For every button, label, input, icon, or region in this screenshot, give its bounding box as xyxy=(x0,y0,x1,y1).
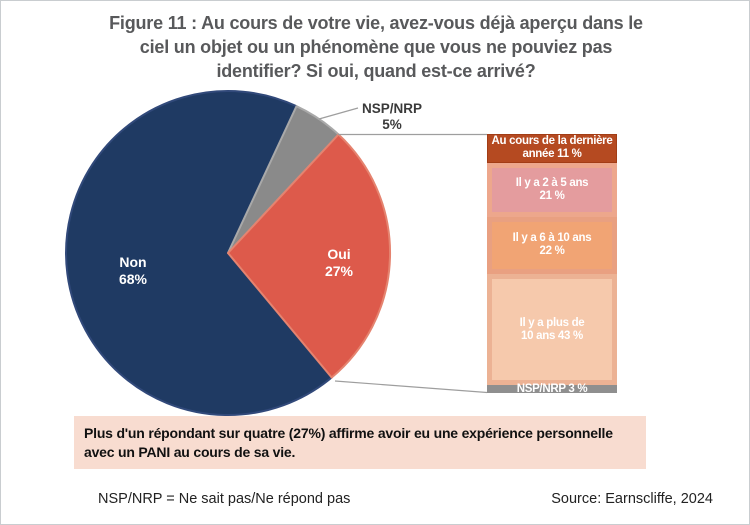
bar-segment-inner-2 xyxy=(492,221,612,269)
bar-segment-label-2: Il y a 6 à 10 ans 22 % xyxy=(512,232,592,258)
bar-segment-label-4: NSP/NRP 3 % xyxy=(516,382,588,395)
bar-segment-inner-3 xyxy=(492,278,612,381)
connector-line-bottom xyxy=(334,380,488,394)
callout-text-line-2: avec un PANI au cours de sa vie. xyxy=(84,444,296,460)
footnote: NSP/NRP = Ne sait pas/Ne répond pas xyxy=(98,491,351,507)
source-note: Source: Earnscliffe, 2024 xyxy=(551,491,713,507)
bar-segment-1: Il y a 2 à 5 ans 21 % xyxy=(487,162,617,217)
pie-slice-oui xyxy=(227,133,391,379)
pie-label-oui: Oui 27% xyxy=(324,246,354,279)
bar-segment-label-0: Au cours de la dernière année 11 % xyxy=(491,135,613,161)
bar-segment-2: Il y a 6 à 10 ans 22 % xyxy=(487,216,617,274)
bar-segment-inner-1 xyxy=(492,167,612,212)
bar-segment-3: Il y a plus de 10 ans 43 % xyxy=(487,273,617,386)
figure-title: Figure 11 : Au cours de votre vie, avez-… xyxy=(46,11,706,83)
bar-segment-4: NSP/NRP 3 % xyxy=(487,382,617,395)
bar-segment-0: Au cours de la dernière année 11 % xyxy=(487,134,617,163)
figure-title-line-1: Figure 11 : Au cours de votre vie, avez-… xyxy=(109,13,643,33)
figure-title-line-3: identifier? Si oui, quand est-ce arrivé? xyxy=(216,61,536,81)
figure-title-line-2: ciel un objet ou un phénomène que vous n… xyxy=(139,37,613,57)
bar-segment-label-3: Il y a plus de 10 ans 43 % xyxy=(519,316,585,342)
leader-line-nsp xyxy=(318,107,359,120)
callout-box: Plus d'un répondant sur quatre (27%) aff… xyxy=(74,416,646,469)
pie-label-nsp-nrp: NSP/NRP 5% xyxy=(361,101,423,132)
callout-text-line-1: Plus d'un répondant sur quatre (27%) aff… xyxy=(84,425,613,441)
pie-label-non: Non 68% xyxy=(118,254,148,287)
breakdown-bar: Au cours de la dernière année 11 % Il y a … xyxy=(487,134,617,395)
bar-segment-label-1: Il y a 2 à 5 ans 21 % xyxy=(515,176,589,202)
